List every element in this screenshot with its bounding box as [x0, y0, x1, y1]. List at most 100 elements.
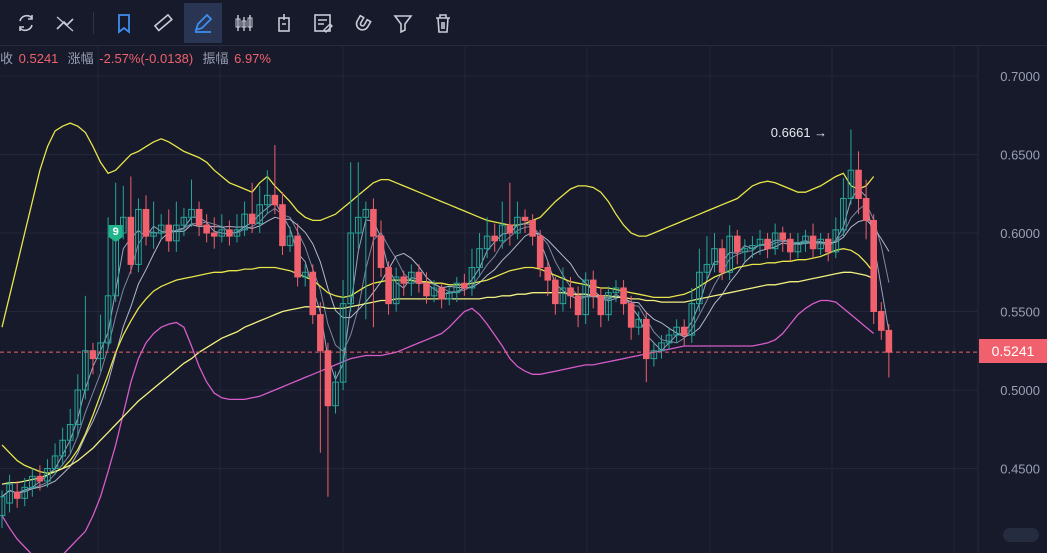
candle-body [150, 232, 157, 237]
candle-body [498, 224, 506, 242]
y-tick-label: 0.7000 [1000, 69, 1040, 84]
candle-body [165, 224, 173, 242]
candle-body [855, 169, 862, 199]
pen-tool-button[interactable] [184, 3, 222, 43]
position-tool-button[interactable] [265, 3, 303, 43]
candle-body [673, 326, 680, 336]
candle-body [173, 224, 180, 242]
candle-body [764, 238, 771, 250]
bollinger-upper-line [1, 122, 875, 328]
current-price-tag: 0.5241 [979, 339, 1047, 363]
candle-body [127, 216, 135, 265]
close-value: 0.5241 [18, 51, 59, 66]
candle-body [567, 287, 574, 297]
candle-body [559, 287, 567, 305]
trend-line-icon [56, 16, 74, 32]
candle-body [210, 232, 218, 237]
candle-body [840, 197, 847, 231]
trash-icon [436, 14, 450, 33]
candle-body [445, 292, 453, 300]
candle-body [6, 483, 13, 504]
candle-body [877, 311, 885, 331]
candle-body [203, 224, 210, 234]
candle-body [377, 235, 385, 269]
candle-body [711, 248, 718, 265]
candle-body [142, 208, 150, 237]
candle-body [650, 350, 658, 360]
candle-body [44, 468, 51, 482]
filter-tool-button[interactable] [384, 3, 422, 43]
candle-body [0, 496, 6, 517]
candle-body [574, 295, 582, 316]
candle-body [286, 235, 294, 247]
candle-body [453, 282, 461, 294]
change-label: 涨幅 [67, 51, 94, 66]
candle-body [408, 271, 415, 284]
bookmark-icon [118, 14, 130, 34]
candle-body [362, 208, 370, 218]
candle-body [635, 318, 643, 328]
signal-marker [108, 225, 123, 242]
candle-body [82, 350, 89, 391]
candle-body [809, 235, 817, 250]
candle-body [51, 455, 59, 470]
candle-body [802, 235, 809, 243]
candle-body [643, 318, 650, 360]
close-label: 收 [0, 51, 14, 66]
bookmark-tool-button[interactable] [105, 3, 143, 43]
note-edit-icon [314, 14, 333, 33]
candle-body [847, 169, 855, 199]
candle-body [832, 229, 840, 253]
pen-icon [194, 13, 213, 33]
candle-body [597, 295, 605, 316]
position-icon [278, 14, 290, 32]
candle-body [862, 197, 870, 221]
candle-body [461, 282, 468, 289]
candle-body [536, 235, 544, 269]
candlestick-tool-button[interactable] [225, 3, 263, 43]
y-tick-label: 0.6500 [1000, 148, 1040, 163]
candle-body [279, 204, 286, 247]
candle-body [544, 267, 552, 281]
trend-line-tool-button[interactable] [46, 3, 84, 43]
ma-gray-line-3 [1, 216, 890, 498]
change-value: -2.57%(-0.0138) [99, 51, 194, 66]
sync-tool-button[interactable] [7, 3, 45, 43]
candle-body [438, 287, 445, 300]
candle-body [317, 314, 324, 352]
candle-body [324, 350, 332, 407]
magnet-icon [355, 14, 372, 31]
note-edit-tool-button[interactable] [304, 3, 342, 43]
candle-body [468, 267, 476, 289]
magnet-tool-button[interactable] [344, 3, 382, 43]
candle-body [97, 342, 104, 360]
candle-body [696, 271, 703, 305]
candle-body [385, 267, 392, 305]
candle-body [271, 194, 279, 206]
candle-body [870, 219, 878, 312]
candlestick-chart[interactable]: 0.7000 0.6500 0.6000 0.5500 0.5000 0.4500 0.66… [0, 45, 1047, 553]
candle-body [749, 245, 756, 250]
candle-body [21, 486, 29, 499]
candle-body [264, 194, 271, 206]
candle-body [309, 271, 317, 316]
ruler-tool-button[interactable] [144, 3, 182, 43]
candle-body [301, 271, 309, 278]
candle-body [620, 287, 627, 305]
candle-body [370, 208, 377, 237]
candle-body [552, 279, 559, 305]
candle-body [514, 216, 521, 234]
candle-body [885, 329, 893, 353]
candle-body [218, 229, 226, 237]
candle-body [347, 232, 354, 305]
candle-body [718, 248, 726, 273]
candle-body [733, 235, 741, 253]
ruler-icon [153, 13, 173, 32]
sync-icon [19, 14, 33, 32]
candle-body [74, 389, 82, 426]
candle-body [423, 282, 430, 297]
trash-tool-button[interactable] [424, 3, 462, 43]
ma-yellow-line-2 [1, 271, 874, 485]
candle-body [771, 232, 779, 250]
candle-body [104, 295, 112, 344]
